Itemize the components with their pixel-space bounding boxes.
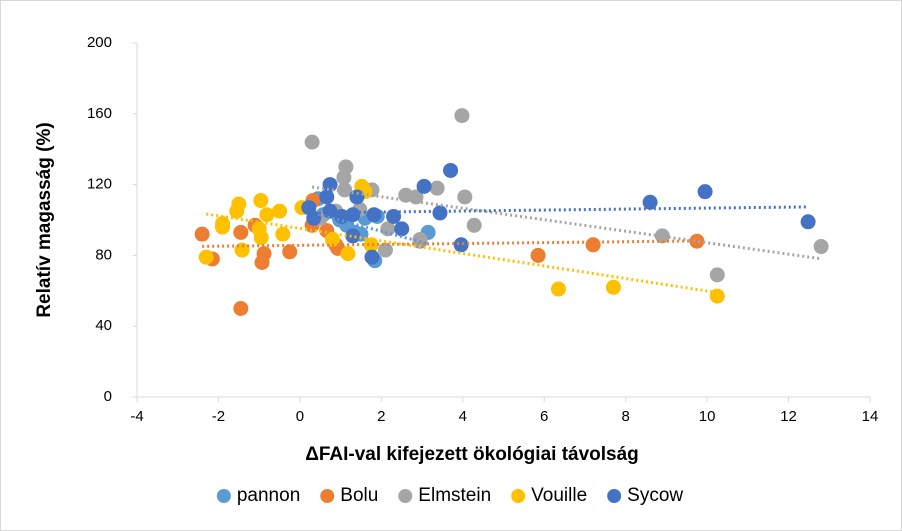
x-tick-label: -4 (130, 408, 143, 425)
legend-label: Vouille (531, 485, 587, 506)
point (322, 177, 338, 193)
point (386, 208, 402, 224)
point (432, 205, 448, 221)
point (605, 279, 621, 295)
point (259, 207, 275, 223)
point (416, 178, 432, 194)
y-tick-label: 40 (95, 317, 112, 334)
point (453, 237, 469, 253)
point (275, 226, 291, 242)
point (349, 189, 365, 205)
x-axis-title: ΔFAI-val kifejezett ökológiai távolság (305, 444, 639, 465)
point (364, 249, 380, 265)
point (377, 242, 393, 258)
point (709, 267, 725, 283)
point (709, 288, 725, 304)
trendline (317, 212, 429, 246)
point (585, 237, 601, 253)
legend-marker (607, 489, 622, 503)
x-tick-label: 2 (377, 408, 385, 425)
y-tick-label: 120 (87, 176, 112, 193)
legend-label: Elmstein (418, 485, 491, 506)
trendline (205, 212, 718, 295)
point (345, 228, 361, 244)
x-tick-label: -2 (212, 408, 225, 425)
point (324, 231, 340, 247)
point (366, 207, 382, 223)
x-tick-label: 4 (459, 408, 467, 425)
point (530, 247, 546, 263)
y-tick-label: 200 (87, 34, 112, 51)
point (253, 230, 269, 246)
point (233, 301, 249, 316)
point (697, 184, 713, 200)
point (689, 233, 705, 249)
point (654, 228, 670, 244)
point (306, 210, 322, 226)
point (642, 194, 658, 210)
point (813, 239, 829, 255)
trendline (311, 185, 822, 261)
point (429, 180, 445, 196)
point (457, 189, 473, 205)
point (194, 226, 210, 242)
legend-marker (398, 489, 413, 503)
legend-marker (320, 489, 335, 503)
point (336, 170, 352, 186)
legend-marker (511, 489, 526, 503)
point (253, 193, 269, 209)
point (304, 134, 320, 150)
legend-marker (216, 489, 231, 503)
trendline (308, 205, 809, 215)
point (272, 203, 288, 219)
point (340, 246, 356, 262)
point (443, 162, 459, 178)
point (394, 221, 410, 237)
point (215, 219, 231, 235)
x-tick-label: 14 (862, 408, 879, 425)
x-tick-label: 6 (540, 408, 548, 425)
point (337, 182, 353, 198)
point (466, 217, 482, 233)
point (282, 244, 298, 260)
legend-label: Bolu (340, 485, 378, 506)
y-tick-label: 160 (87, 105, 112, 122)
point (233, 224, 249, 240)
point (231, 196, 247, 212)
point (454, 108, 470, 124)
point (319, 189, 335, 205)
legend-label: Sycow (627, 485, 683, 506)
point (345, 207, 361, 223)
x-tick-label: 10 (699, 408, 716, 425)
y-tick-label: 0 (104, 388, 112, 405)
point (550, 281, 566, 297)
point (198, 249, 214, 265)
legend-label: pannon (237, 485, 300, 506)
y-axis-title: Relatív magasság (%) (34, 122, 55, 317)
y-tick-label: 80 (95, 246, 112, 263)
x-tick-label: 8 (621, 408, 629, 425)
x-tick-label: 12 (780, 408, 797, 425)
point (256, 246, 272, 262)
x-tick-label: 0 (296, 408, 304, 425)
point (800, 214, 816, 230)
